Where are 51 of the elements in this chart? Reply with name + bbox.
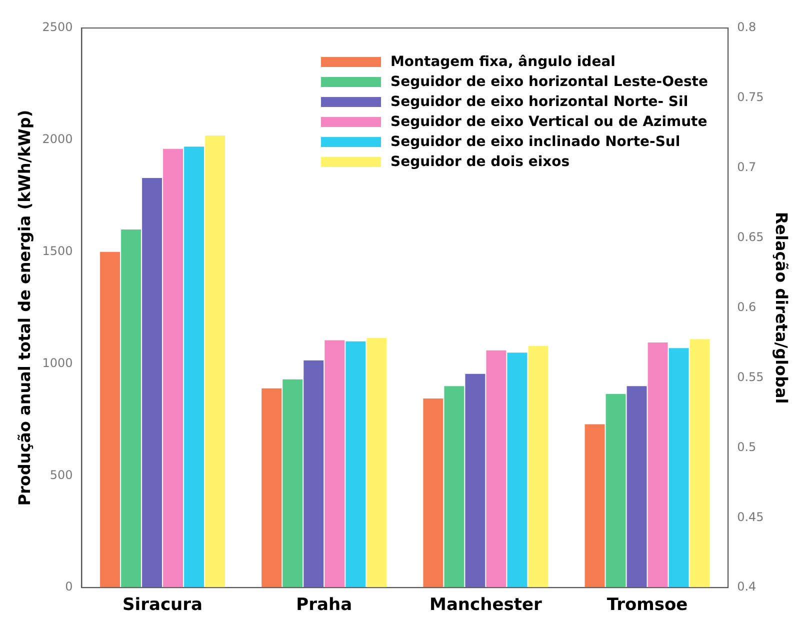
x-tick-label: Manchester (430, 595, 542, 616)
y-tick-label: 2000 (42, 132, 73, 146)
bar (282, 379, 303, 588)
bar (184, 146, 204, 588)
y2-tick-label: 0.8 (737, 20, 756, 34)
bar (486, 350, 506, 588)
bar (507, 352, 528, 588)
legend-label: Montagem fixa, ângulo ideal (390, 53, 616, 72)
x-tick-label: Siracura (122, 595, 203, 616)
x-tick-label: Tromsoe (606, 595, 688, 616)
bar (163, 148, 184, 588)
bar (626, 386, 647, 588)
bar (121, 229, 141, 588)
y2-tick-label: 0.7 (737, 160, 756, 174)
bar (346, 341, 366, 588)
legend-label: Seguidor de dois eixos (390, 153, 570, 172)
bar (606, 394, 626, 588)
y-tick-label: 0 (65, 580, 73, 594)
y2-tick-label: 0.5 (737, 440, 756, 454)
bar (423, 398, 444, 588)
bar (366, 338, 387, 588)
bar (262, 388, 282, 588)
y-tick-label: 1000 (42, 356, 73, 370)
y2-tick-label: 0.6 (737, 300, 756, 314)
bar (324, 340, 345, 588)
y2-tick-label: 0.75 (737, 90, 764, 104)
legend-label: Seguidor de eixo inclinado Norte-Sul (390, 133, 680, 152)
bar (584, 424, 605, 588)
y2-tick-label: 0.45 (737, 510, 764, 524)
y-tick-label: 2500 (42, 20, 73, 34)
y-tick-label: 1500 (42, 244, 73, 258)
y-tick-label: 500 (50, 468, 73, 482)
bar (668, 348, 689, 588)
bar (205, 135, 226, 588)
y2-tick-label: 0.65 (737, 230, 764, 244)
y-axis-title: Produção anual total de energia (kWh/kWp) (14, 110, 34, 506)
bar (100, 252, 120, 588)
bar (528, 346, 548, 588)
legend-label: Seguidor de eixo horizontal Norte- Sil (390, 93, 688, 112)
legend-label: Seguidor de eixo Vertical ou de Azimute (390, 113, 708, 132)
bar (444, 386, 464, 588)
y2-tick-label: 0.55 (737, 370, 764, 384)
bar (304, 360, 324, 588)
bar (648, 342, 668, 588)
bar (465, 374, 486, 588)
bar (690, 339, 710, 588)
x-tick-label: Praha (296, 595, 352, 616)
legend-label: Seguidor de eixo horizontal Leste-Oeste (390, 73, 708, 92)
y2-axis-title: Relação direta/global (772, 212, 792, 404)
y2-tick-label: 0.4 (737, 580, 756, 594)
bar (142, 178, 162, 588)
